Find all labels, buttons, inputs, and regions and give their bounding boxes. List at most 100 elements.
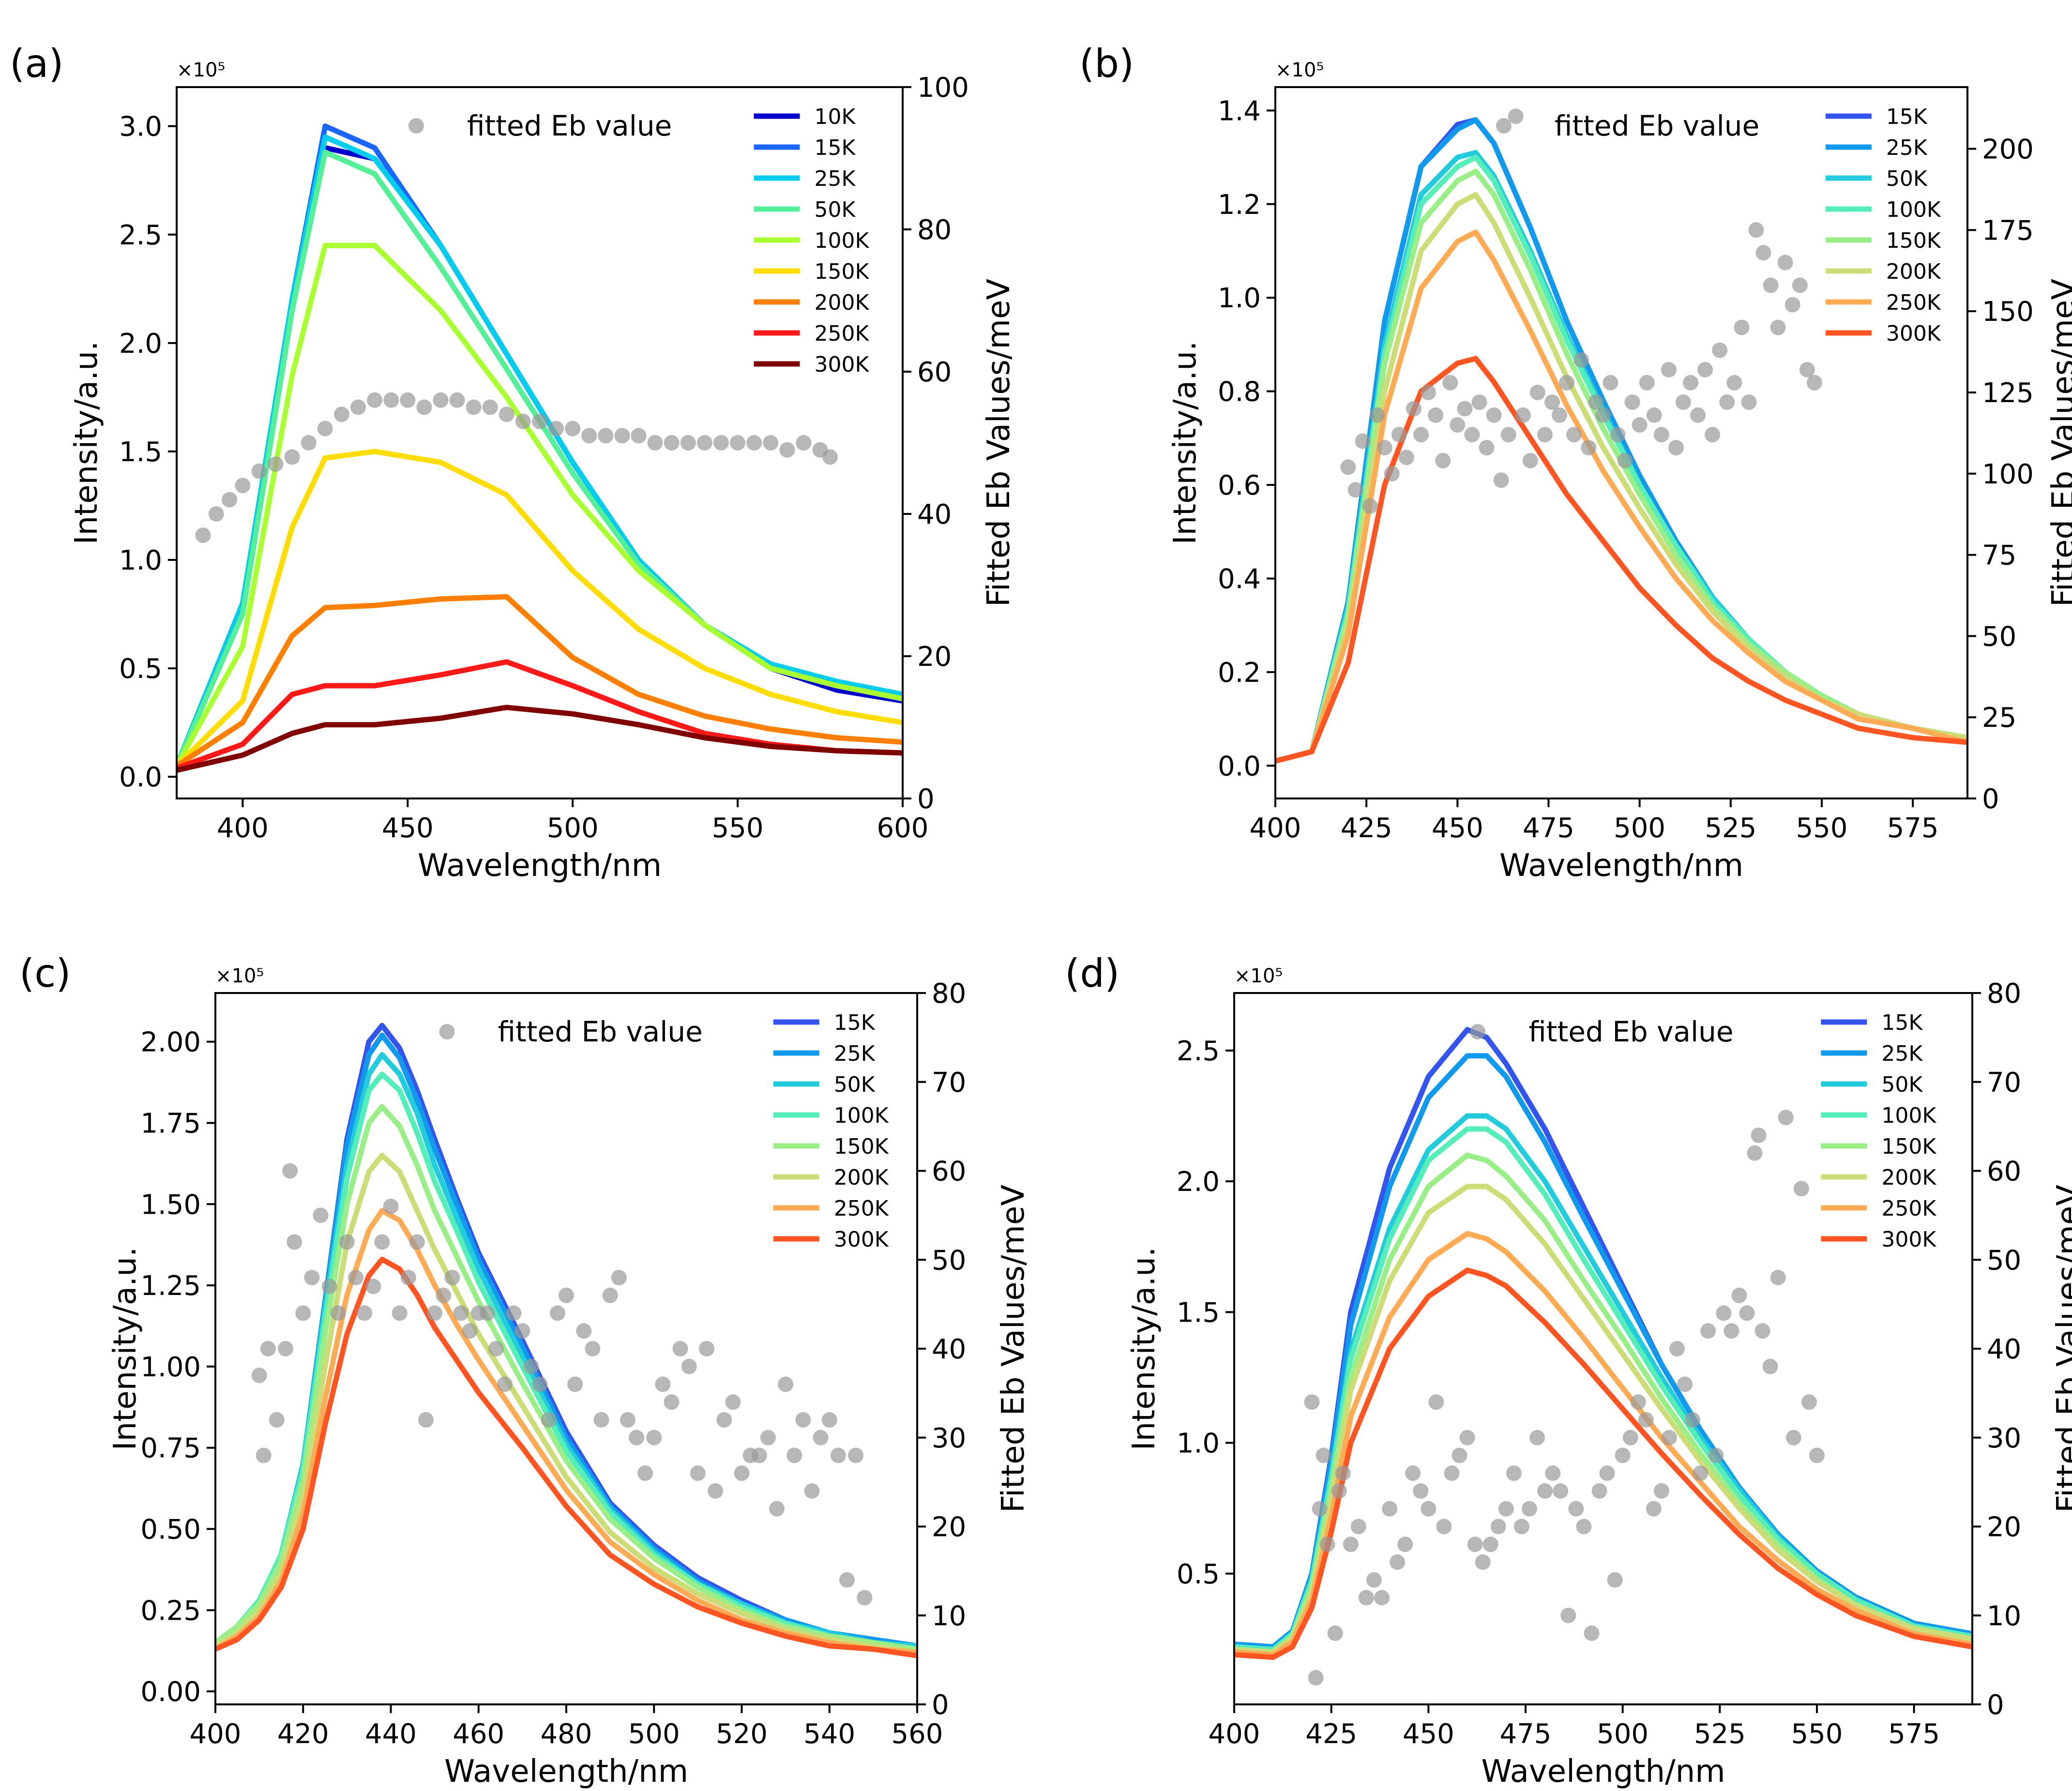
y2-tick-label: 50 xyxy=(1982,621,2016,652)
y-tick-label: 2.0 xyxy=(1177,1166,1220,1198)
panel-a: (a) 400 450 500 550 600 0.0 0.5 1.0 1.5 2.0 2.5 3.0 0… xyxy=(10,41,1017,884)
eb-point xyxy=(576,1323,592,1339)
eb-point xyxy=(1697,362,1713,377)
eb-point xyxy=(1719,394,1735,410)
eb-point xyxy=(1683,375,1698,391)
eb-point xyxy=(1646,407,1662,423)
y2-axis-label: Fitted Eb Values/meV xyxy=(2046,279,2072,607)
eb-point xyxy=(1799,362,1815,377)
y2-tick-label: 0 xyxy=(1982,783,1999,815)
y2-tick-label: 70 xyxy=(932,1067,966,1099)
eb-point xyxy=(1568,1501,1584,1517)
eb-point xyxy=(857,1590,873,1606)
eb-point xyxy=(357,1305,373,1321)
eb-point xyxy=(1442,375,1458,391)
eb-point xyxy=(1809,1447,1825,1463)
x-tick-label: 400 xyxy=(1209,1718,1260,1750)
y-tick-label: 0.25 xyxy=(140,1595,201,1626)
x-tick-label: 600 xyxy=(877,813,929,844)
scatter-group xyxy=(1340,108,1822,514)
series-line-300K xyxy=(1234,1267,1972,1660)
eb-point xyxy=(1355,433,1371,449)
eb-point xyxy=(1630,1394,1646,1410)
eb-point xyxy=(664,435,680,451)
eb-point xyxy=(1739,1305,1755,1321)
y2-tick-label: 20 xyxy=(917,641,952,673)
y2-tick-label: 25 xyxy=(1982,702,2016,734)
eb-point xyxy=(1391,427,1407,443)
eb-point xyxy=(1471,394,1487,410)
panel-c: (c)400 420 440 460 480 500 520 540 5600.000.250.… xyxy=(19,951,1031,1790)
eb-point xyxy=(251,1368,267,1384)
legend-label: 200K xyxy=(1886,259,1941,284)
eb-point xyxy=(523,1358,539,1374)
y-tick-label: 0.0 xyxy=(1218,751,1261,782)
legend-label: 300K xyxy=(815,352,870,377)
eb-point xyxy=(631,428,647,444)
eb-point xyxy=(374,1234,390,1250)
y2-tick-label: 200 xyxy=(1982,134,2034,166)
eb-point xyxy=(746,435,762,451)
eb-point xyxy=(1382,1501,1398,1517)
y-tick-label: 0.8 xyxy=(1218,376,1261,408)
x-tick-label: 500 xyxy=(1614,813,1665,844)
eb-point xyxy=(488,1341,504,1356)
x-tick-label: 450 xyxy=(1432,813,1483,844)
eb-point xyxy=(598,428,614,444)
eb-point xyxy=(1435,452,1451,468)
y-tick-label: 1.0 xyxy=(1177,1428,1220,1460)
eb-point xyxy=(1304,1394,1320,1410)
eb-point xyxy=(1588,394,1604,410)
y2-tick-label: 20 xyxy=(1987,1512,2021,1543)
eb-point xyxy=(1669,1341,1685,1356)
eb-point xyxy=(1747,1145,1763,1161)
x-tick-label: 550 xyxy=(1791,1718,1843,1750)
legend-eb-label: fitted Eb value xyxy=(467,109,672,142)
eb-point xyxy=(1498,1501,1514,1517)
eb-point xyxy=(1398,450,1414,466)
eb-point xyxy=(813,1430,829,1445)
eb-point xyxy=(1450,417,1466,433)
eb-point xyxy=(1622,1430,1638,1445)
eb-point xyxy=(1653,1483,1669,1499)
series-line-100K xyxy=(177,242,903,769)
eb-point xyxy=(282,1163,298,1179)
y-tick-label: 0.6 xyxy=(1218,470,1261,501)
eb-point xyxy=(462,1323,478,1339)
series-line-150K xyxy=(1275,168,1967,764)
eb-point xyxy=(1316,1447,1331,1463)
y-tick-label: 0.5 xyxy=(119,653,162,685)
x-tick-label: 500 xyxy=(547,813,599,844)
series-line-150K xyxy=(1234,1152,1972,1655)
eb-point xyxy=(680,435,696,451)
eb-point xyxy=(466,399,482,415)
eb-point xyxy=(1705,427,1721,443)
legend-label: 200K xyxy=(815,290,870,315)
y-tick-label: 2.0 xyxy=(119,328,162,360)
eb-point xyxy=(681,1358,697,1374)
eb-point xyxy=(1668,440,1684,456)
x-tick-label: 400 xyxy=(190,1718,242,1750)
y2-tick-label: 10 xyxy=(1987,1600,2021,1632)
eb-point xyxy=(848,1447,864,1463)
y-tick-label: 0.0 xyxy=(119,762,162,793)
eb-point xyxy=(1457,401,1473,417)
eb-point xyxy=(453,1305,469,1321)
eb-point xyxy=(1428,407,1444,423)
eb-point xyxy=(350,399,366,415)
y-tick-label: 0.5 xyxy=(1177,1559,1220,1590)
legend-label: 150K xyxy=(834,1134,889,1159)
multiplier-label: ×10⁵ xyxy=(1275,59,1324,81)
y-tick-label: 1.4 xyxy=(1218,95,1261,127)
series-line-200K xyxy=(215,1153,917,1656)
eb-point xyxy=(317,421,333,436)
eb-point xyxy=(1566,427,1582,443)
eb-point xyxy=(821,1412,837,1428)
y2-tick-label: 50 xyxy=(1987,1245,2021,1276)
panel-label: (c) xyxy=(19,951,71,996)
y2-axis-label: Fitted Eb Values/meV xyxy=(996,1185,1031,1513)
eb-point xyxy=(1685,1412,1701,1428)
series-group xyxy=(177,123,903,773)
legend-label: 150K xyxy=(1886,228,1941,253)
eb-point xyxy=(1384,466,1400,482)
